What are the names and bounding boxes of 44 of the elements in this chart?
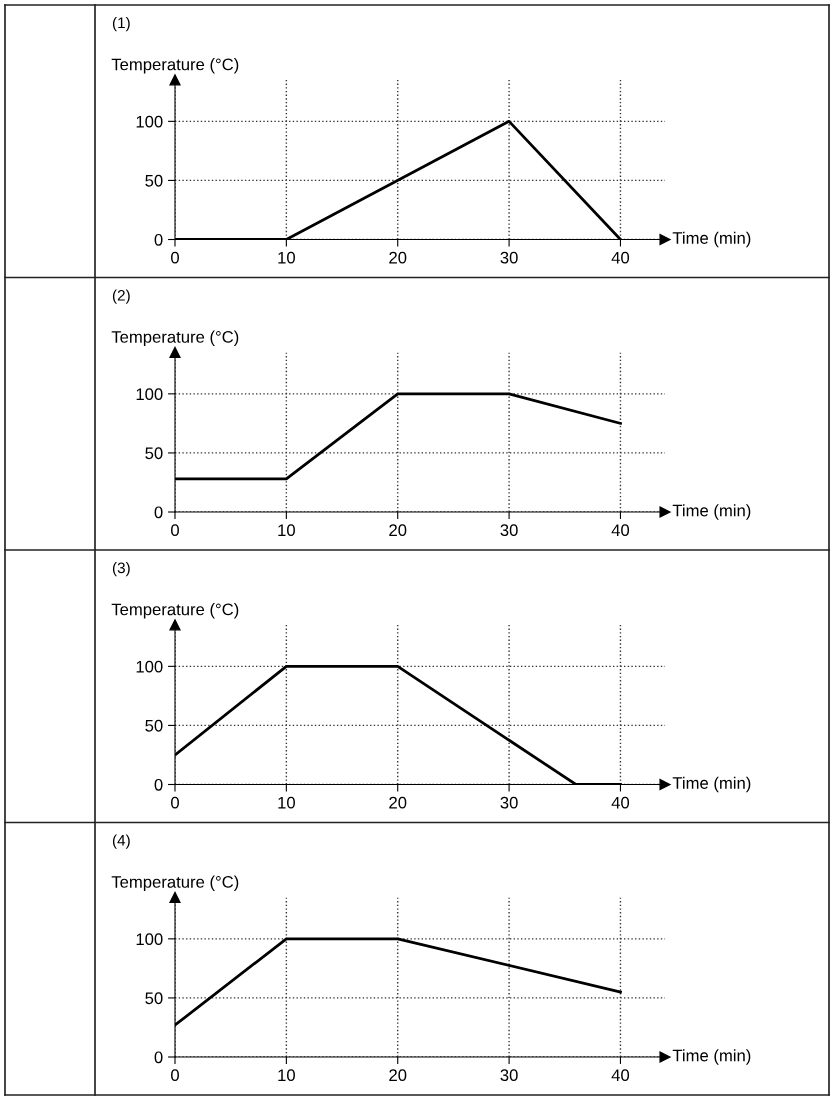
x-tick-label: 40 xyxy=(611,524,630,537)
x-tick-label: 20 xyxy=(389,1069,407,1082)
x-tick-label: 10 xyxy=(278,796,295,809)
chart-title: (1) xyxy=(112,17,130,32)
x-tick-label: 20 xyxy=(389,251,407,264)
y-tick-label: 50 xyxy=(145,174,163,187)
y-tick-label: 0 xyxy=(154,233,163,246)
chart-title: (4) xyxy=(112,834,130,849)
y-axis-title: Temperature (°C) xyxy=(111,875,239,892)
x-tick-label: 0 xyxy=(171,251,179,264)
y-tick-label: 0 xyxy=(154,506,163,519)
x-tick-label: 30 xyxy=(500,1069,518,1082)
x-tick-label: 10 xyxy=(278,1069,295,1082)
x-tick-label: 10 xyxy=(278,524,295,537)
y-axis-title: Temperature (°C) xyxy=(111,603,239,619)
x-tick-label: 10 xyxy=(278,251,295,264)
x-tick-label: 40 xyxy=(611,1069,630,1082)
x-tick-label: 0 xyxy=(171,796,179,809)
x-tick-label: 20 xyxy=(389,524,407,537)
x-tick-label: 30 xyxy=(500,796,518,809)
x-tick-label: 0 xyxy=(171,524,179,537)
x-tick-label: 40 xyxy=(611,796,630,809)
y-tick-label: 50 xyxy=(145,992,163,1005)
y-tick-label: 100 xyxy=(136,388,163,401)
y-axis-title: Temperature (°C) xyxy=(111,58,239,74)
y-tick-label: 0 xyxy=(154,778,163,791)
x-tick-label: 0 xyxy=(171,1069,179,1082)
x-tick-label: 30 xyxy=(500,251,518,264)
x-tick-label: 40 xyxy=(611,251,630,264)
y-tick-label: 100 xyxy=(136,115,163,128)
x-tick-label: 20 xyxy=(389,796,407,809)
chart-title: (2) xyxy=(112,289,130,304)
y-tick-label: 50 xyxy=(145,719,163,732)
y-tick-label: 100 xyxy=(136,933,163,946)
x-axis-title: Time (min) xyxy=(672,1049,751,1065)
y-tick-label: 100 xyxy=(136,660,163,673)
y-tick-label: 0 xyxy=(154,1051,163,1064)
x-axis-title: Time (min) xyxy=(672,776,751,793)
x-tick-label: 30 xyxy=(500,524,518,537)
y-tick-label: 50 xyxy=(145,447,163,460)
y-axis-title: Temperature (°C) xyxy=(111,330,239,347)
x-axis-title: Time (min) xyxy=(672,231,751,248)
x-axis-title: Time (min) xyxy=(672,504,751,520)
chart-title: (3) xyxy=(112,562,130,577)
